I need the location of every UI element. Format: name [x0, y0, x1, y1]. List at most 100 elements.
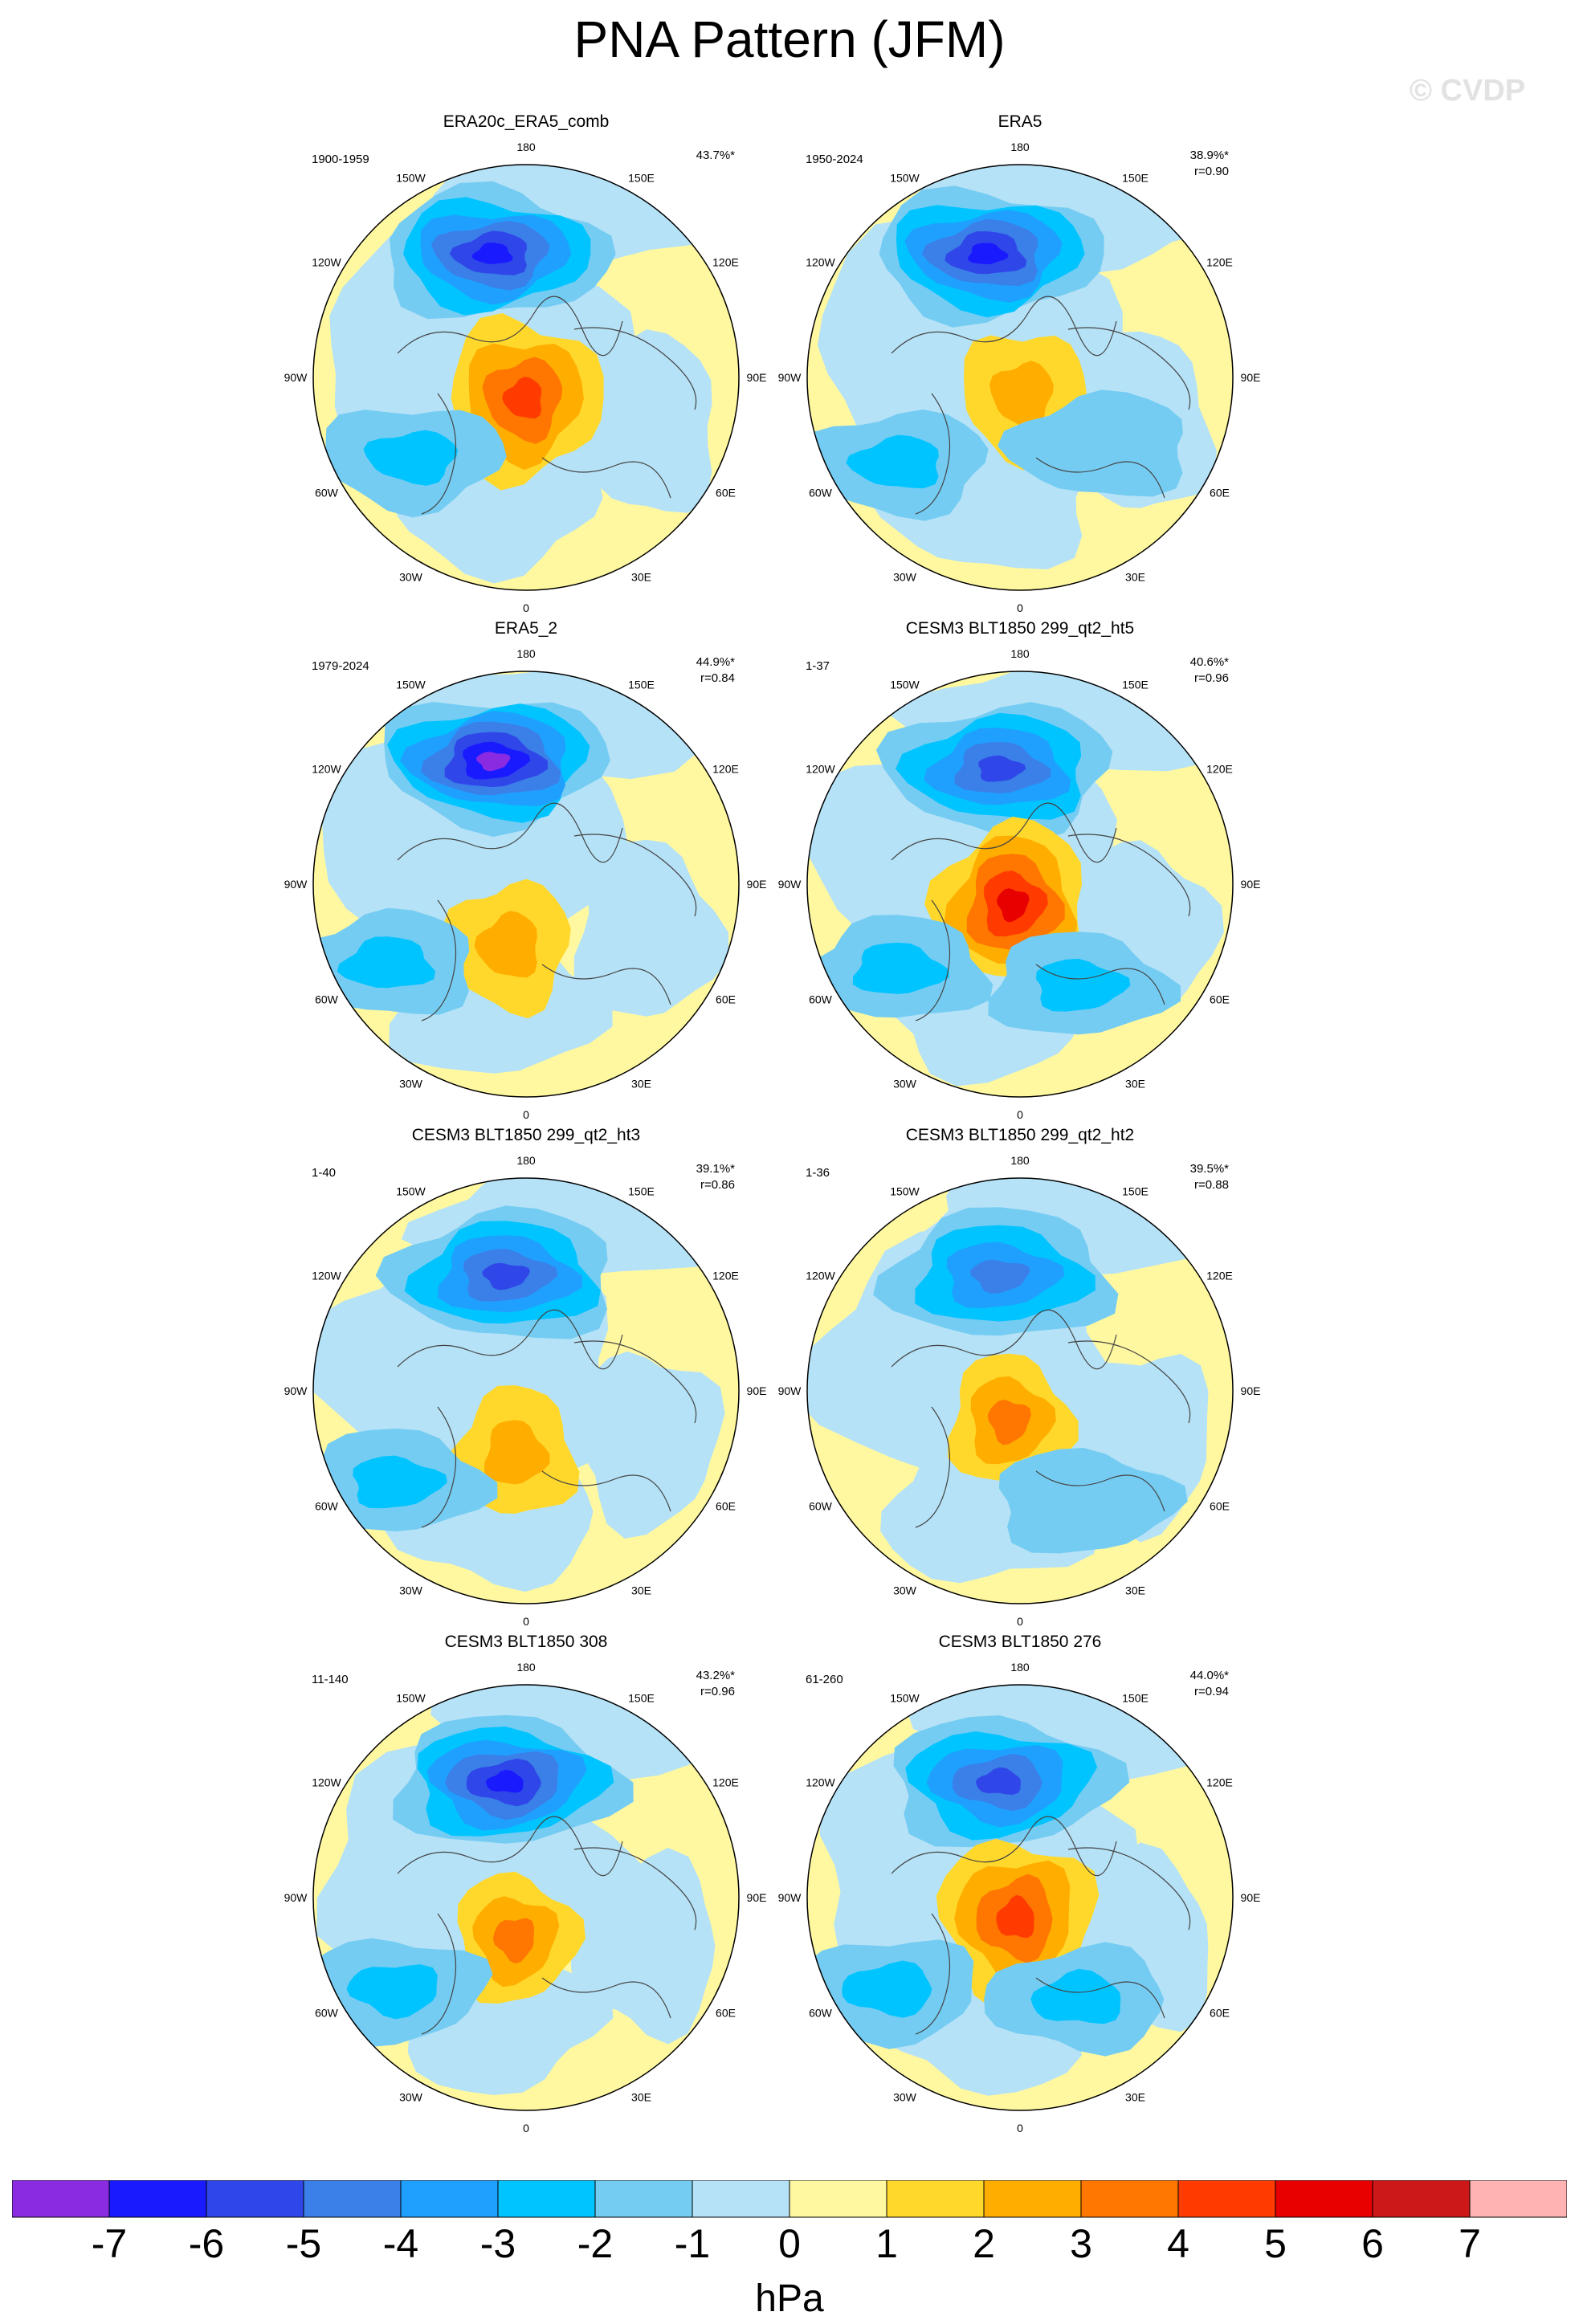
- positive-anomaly-contour: [987, 1399, 1031, 1445]
- longitude-label: 150W: [890, 1692, 920, 1705]
- positive-anomaly-contour: [492, 1918, 535, 1964]
- coastlines: [397, 802, 697, 1021]
- colorbar-tick: -7: [91, 2221, 128, 2266]
- panel-title: CESM3 BLT1850 299_qt2_ht5: [905, 619, 1135, 638]
- negative-anomaly-contour: [346, 1964, 438, 2020]
- panel-variance-stats: 40.6%* r=0.96: [1190, 654, 1229, 687]
- longitude-label: 120E: [1206, 1270, 1233, 1282]
- panel-period: 1979-2024: [312, 659, 369, 673]
- longitude-label: 60W: [315, 487, 339, 499]
- explained-variance: 44.0%*: [1189, 1669, 1229, 1682]
- map-border: [806, 671, 1234, 1098]
- map-panel: CESM3 BLT1850 308 11-140 43.2%* r=0.96 180 15…: [269, 1633, 783, 2147]
- longitude-label: 150E: [1122, 1692, 1149, 1705]
- longitude-label: 30W: [399, 2091, 423, 2104]
- colorbar-bin: [1080, 2180, 1179, 2218]
- longitude-label: 90W: [778, 1384, 802, 1397]
- longitude-label: 150E: [628, 679, 655, 691]
- panel-variance-stats: 44.0%* r=0.94: [1190, 1668, 1229, 1700]
- longitude-label: 90E: [1241, 878, 1261, 891]
- longitude-label: 0: [523, 601, 529, 614]
- negative-anomaly-contour: [975, 1767, 1021, 1796]
- longitude-label: 150E: [1122, 679, 1149, 691]
- colorbar-bin: [108, 2180, 207, 2218]
- coastlines: [891, 1309, 1191, 1528]
- longitude-label: 120E: [1206, 256, 1233, 269]
- longitude-label: 120W: [312, 256, 341, 269]
- negative-anomaly-contour: [842, 1960, 932, 2018]
- longitude-label: 60E: [1210, 993, 1230, 1006]
- longitude-label: 150E: [1122, 172, 1149, 185]
- coastlines: [397, 1816, 697, 2035]
- map-panel: CESM3 BLT1850 299_qt2_ht5 1-37 40.6%* r=0.9…: [763, 619, 1277, 1133]
- polar-map: 180 150E 120E 90E 60E 30E 0 30W 60W 90W 120W 150W: [284, 1661, 767, 2134]
- map-panel: ERA5_2 1979-2024 44.9%* r=0.84 180 150E 120E 90…: [269, 619, 783, 1133]
- longitude-label: 30E: [631, 1584, 651, 1597]
- longitude-label: 150W: [396, 1185, 426, 1198]
- longitude-label: 30W: [399, 1584, 423, 1597]
- longitude-label: 120W: [312, 763, 341, 776]
- colorbar-tick: 3: [1070, 2221, 1092, 2266]
- colorbar-bin: [206, 2180, 304, 2218]
- longitude-label: 120E: [1206, 1776, 1233, 1789]
- colorbar: [12, 2180, 1567, 2218]
- longitude-label: 30W: [399, 571, 423, 584]
- negative-anomaly-contour: [970, 1259, 1030, 1294]
- negative-anomaly-contour: [968, 243, 1009, 265]
- negative-anomaly-contour: [846, 434, 939, 489]
- panel-variance-stats: 38.9%* r=0.90: [1190, 148, 1229, 180]
- colorbar-bin: [1469, 2180, 1567, 2218]
- map-border: [312, 1684, 740, 2111]
- longitude-label: 90W: [284, 1384, 308, 1397]
- negative-anomaly-contour: [852, 942, 949, 994]
- figure-title: PNA Pattern (JFM): [573, 10, 1006, 68]
- negative-anomaly-contour: [997, 389, 1183, 497]
- colorbar-bin: [497, 2180, 596, 2218]
- positive-anomaly-contour: [502, 377, 542, 419]
- longitude-label: 120E: [712, 1270, 739, 1282]
- colorbar-bin: [692, 2180, 790, 2218]
- longitude-label: 120W: [806, 763, 835, 776]
- longitude-label: 180: [516, 647, 536, 660]
- pattern-correlation: r=0.96: [700, 1685, 735, 1698]
- colorbar-tick: 6: [1361, 2221, 1384, 2266]
- colorbar-tick: 4: [1167, 2221, 1189, 2266]
- explained-variance: 43.2%*: [696, 1669, 735, 1682]
- longitude-label: 90W: [778, 371, 802, 384]
- explained-variance: 44.9%*: [696, 655, 735, 669]
- longitude-label: 120E: [712, 1776, 739, 1789]
- map-border: [806, 1177, 1234, 1604]
- map-border: [312, 671, 740, 1098]
- colorbar-tick: 5: [1264, 2221, 1287, 2266]
- longitude-label: 30E: [631, 2091, 651, 2104]
- colorbar-tick: 7: [1459, 2221, 1481, 2266]
- longitude-label: 0: [523, 2122, 529, 2134]
- longitude-label: 60E: [716, 2007, 736, 2020]
- longitude-label: 60W: [809, 2007, 833, 2020]
- longitude-label: 90W: [284, 878, 308, 891]
- map-panel: ERA20c_ERA5_comb 1900-1959 43.7%* 180 150E 12…: [269, 112, 783, 626]
- panel-variance-stats: 39.5%* r=0.88: [1190, 1161, 1229, 1193]
- polar-map: 180 150E 120E 90E 60E 30E 0 30W 60W 90W 120W 150W: [284, 141, 767, 614]
- negative-anomaly-contour: [471, 243, 513, 264]
- longitude-label: 30E: [1125, 1584, 1145, 1597]
- longitude-label: 120W: [806, 256, 835, 269]
- longitude-label: 30E: [1125, 1078, 1145, 1091]
- longitude-label: 30W: [893, 1584, 917, 1597]
- longitude-label: 120E: [1206, 763, 1233, 776]
- negative-anomaly-contour: [363, 430, 459, 486]
- map-border: [312, 164, 740, 591]
- explained-variance: 38.9%*: [1189, 149, 1229, 162]
- colorbar-bin: [1177, 2180, 1276, 2218]
- colorbar-bin: [886, 2180, 985, 2218]
- pattern-correlation: r=0.94: [1194, 1685, 1229, 1698]
- longitude-label: 0: [1017, 1615, 1023, 1628]
- longitude-label: 90W: [284, 1891, 308, 1904]
- map-panel: CESM3 BLT1850 276 61-260 44.0%* r=0.94 180 15…: [763, 1633, 1277, 2147]
- polar-map: 180 150E 120E 90E 60E 30E 0 30W 60W 90W 120W 150W: [284, 1154, 767, 1628]
- longitude-label: 0: [523, 1615, 529, 1628]
- colorbar-tick: -3: [479, 2221, 516, 2266]
- longitude-label: 30E: [631, 1078, 651, 1091]
- colorbar-bin: [789, 2180, 887, 2218]
- longitude-label: 180: [1010, 141, 1030, 153]
